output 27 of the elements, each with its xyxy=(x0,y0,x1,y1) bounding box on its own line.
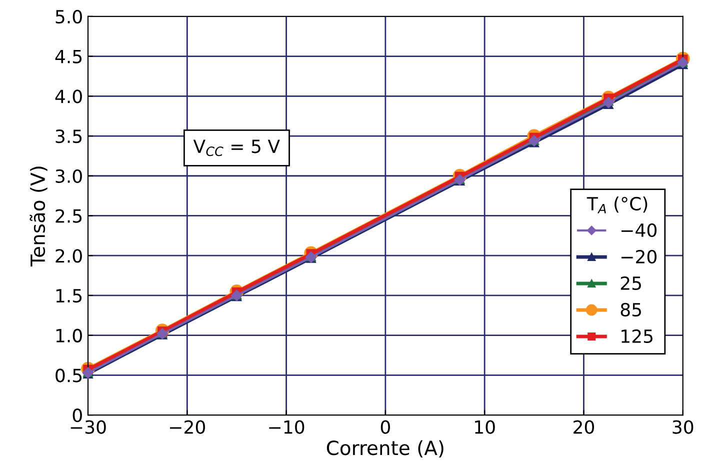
y-tick-label: 3.0 xyxy=(56,169,82,183)
x-tick-label: 30 xyxy=(672,420,694,434)
legend-label: −40 xyxy=(622,223,657,238)
x-tick-label: −10 xyxy=(269,420,304,434)
legend-label: −20 xyxy=(622,250,657,264)
y-tick-label: 2.0 xyxy=(56,249,82,263)
y-tick-label: 5.0 xyxy=(56,10,82,24)
annotation: V$_{CC}$ = 5 V xyxy=(193,140,280,156)
y-tick-label: 2.5 xyxy=(56,209,82,223)
legend-label: 25 xyxy=(620,276,641,290)
legend-label: 85 xyxy=(620,302,641,317)
y-tick-label: 3.5 xyxy=(56,129,82,144)
legend-title: T$_{A}$ (°C) xyxy=(586,196,648,214)
y-tick-label: 1.0 xyxy=(56,328,82,342)
y-tick-label: 0.5 xyxy=(56,368,82,382)
y-tick-label: 4.0 xyxy=(55,90,82,104)
y-tick-label: 4.5 xyxy=(55,50,82,64)
y-axis-title: Tensão (V) xyxy=(30,166,48,267)
legend-label: 125 xyxy=(622,329,652,344)
y-tick-label: 0 xyxy=(72,408,82,422)
x-tick-label: 0 xyxy=(380,420,390,434)
x-tick-label: 10 xyxy=(475,420,495,434)
x-axis-title: Corrente (A) xyxy=(326,440,444,458)
y-tick-label: 1.5 xyxy=(56,289,82,303)
x-tick-label: −30 xyxy=(70,420,106,434)
x-tick-label: −20 xyxy=(170,420,205,434)
x-tick-label: 20 xyxy=(574,420,594,434)
